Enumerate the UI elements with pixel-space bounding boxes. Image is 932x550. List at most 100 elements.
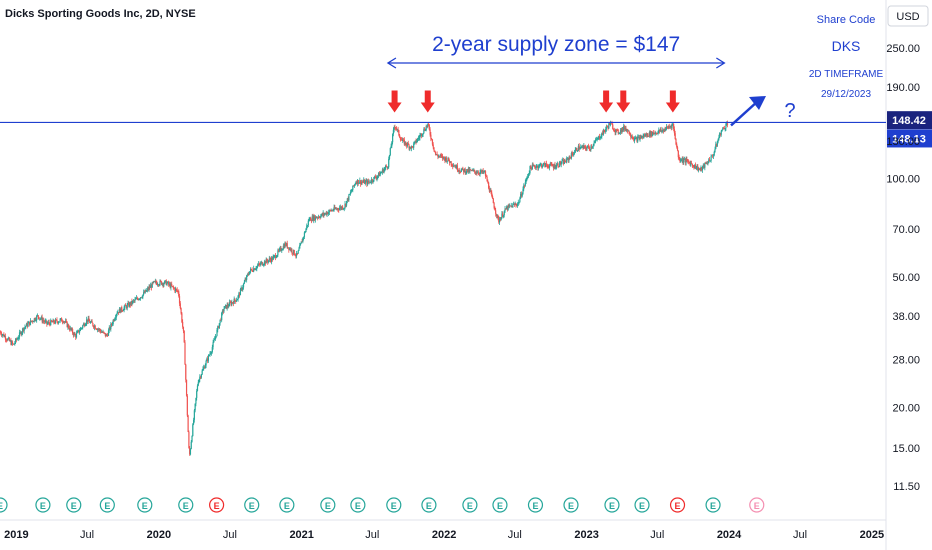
earnings-marker-icon[interactable]: E [749, 497, 765, 513]
earnings-marker-icon[interactable]: E [492, 497, 508, 513]
candle [542, 162, 544, 167]
candle [82, 322, 85, 326]
earnings-marker-icon[interactable]: E [421, 497, 437, 513]
candle [373, 176, 375, 183]
candle [423, 127, 425, 134]
candle [412, 146, 414, 149]
candle [281, 248, 283, 254]
earnings-marker-icon[interactable]: E [99, 497, 115, 513]
candle [598, 135, 600, 140]
earnings-marker-icon[interactable]: E [0, 497, 8, 513]
currency-button[interactable]: USD [887, 5, 929, 27]
candle [328, 209, 330, 217]
candle [274, 253, 277, 261]
candle [107, 332, 109, 337]
candle [624, 125, 626, 132]
candle [563, 158, 565, 165]
candle [612, 128, 615, 132]
candle [321, 212, 323, 217]
candle [506, 205, 508, 212]
candle [421, 133, 423, 138]
candle [5, 338, 7, 343]
earnings-marker-icon[interactable]: E [244, 497, 260, 513]
candle [719, 132, 722, 137]
candle [522, 186, 524, 195]
candle [441, 153, 443, 159]
candle [614, 129, 616, 136]
candle [55, 319, 57, 321]
candle [526, 176, 528, 182]
earnings-marker-icon[interactable]: E [178, 497, 194, 513]
candle [79, 328, 81, 335]
candle [439, 153, 441, 158]
candle [317, 214, 320, 219]
top-arrow-icon [616, 90, 631, 113]
candle [60, 318, 62, 321]
candle [491, 190, 493, 198]
candle [413, 141, 415, 151]
candle [427, 122, 430, 127]
candle [203, 364, 205, 371]
candle [484, 170, 487, 179]
candle [541, 164, 544, 169]
candle [601, 132, 603, 140]
earnings-marker-icon[interactable]: E [209, 497, 225, 513]
candle [545, 163, 547, 168]
candle [228, 303, 230, 309]
candle [455, 164, 457, 169]
candle [537, 164, 540, 171]
candle [245, 277, 247, 281]
earnings-marker-icon[interactable]: E [279, 497, 295, 513]
candle [123, 305, 125, 313]
candle [402, 137, 404, 144]
earnings-marker-icon[interactable]: E [66, 497, 82, 513]
candle [579, 147, 581, 150]
candle [200, 374, 202, 379]
earnings-marker-icon[interactable]: E [705, 497, 721, 513]
candle [176, 287, 178, 293]
candle [618, 131, 620, 134]
candle [294, 254, 296, 257]
candle [346, 198, 348, 204]
candle [178, 289, 180, 298]
earnings-marker-icon[interactable]: E [350, 497, 366, 513]
candle [548, 164, 550, 169]
candle [446, 160, 448, 164]
candle [498, 215, 500, 224]
candle [603, 129, 605, 134]
candle [247, 272, 249, 277]
candle [683, 157, 685, 165]
earnings-marker-icon[interactable]: E [634, 497, 650, 513]
candle [424, 128, 427, 132]
candle [166, 281, 168, 287]
candle [642, 133, 644, 139]
candle [7, 336, 10, 340]
candle [39, 317, 42, 321]
earnings-marker-icon[interactable]: E [669, 497, 686, 513]
earnings-marker-icon[interactable]: E [320, 497, 336, 513]
candle [671, 122, 673, 130]
candle [689, 160, 691, 166]
earnings-marker-icon[interactable]: E [527, 497, 544, 513]
earnings-marker-icon[interactable]: E [604, 497, 620, 513]
candle [487, 179, 489, 184]
candle [220, 317, 222, 321]
candle [628, 130, 630, 135]
candle [477, 170, 479, 174]
earnings-marker-icon[interactable]: E [35, 497, 51, 513]
candle [485, 174, 487, 178]
earnings-marker-icon[interactable]: E [386, 497, 402, 513]
candle [402, 138, 405, 142]
candle [529, 165, 531, 175]
earnings-marker-icon[interactable]: E [137, 497, 153, 513]
candle [38, 316, 40, 320]
candle [77, 329, 79, 333]
candle [407, 140, 409, 145]
candle [387, 166, 389, 170]
candle [518, 201, 520, 205]
earnings-marker-icon[interactable]: E [563, 497, 579, 513]
candle [547, 164, 549, 170]
candle [157, 282, 159, 287]
earnings-marker-icon[interactable]: E [462, 497, 478, 513]
